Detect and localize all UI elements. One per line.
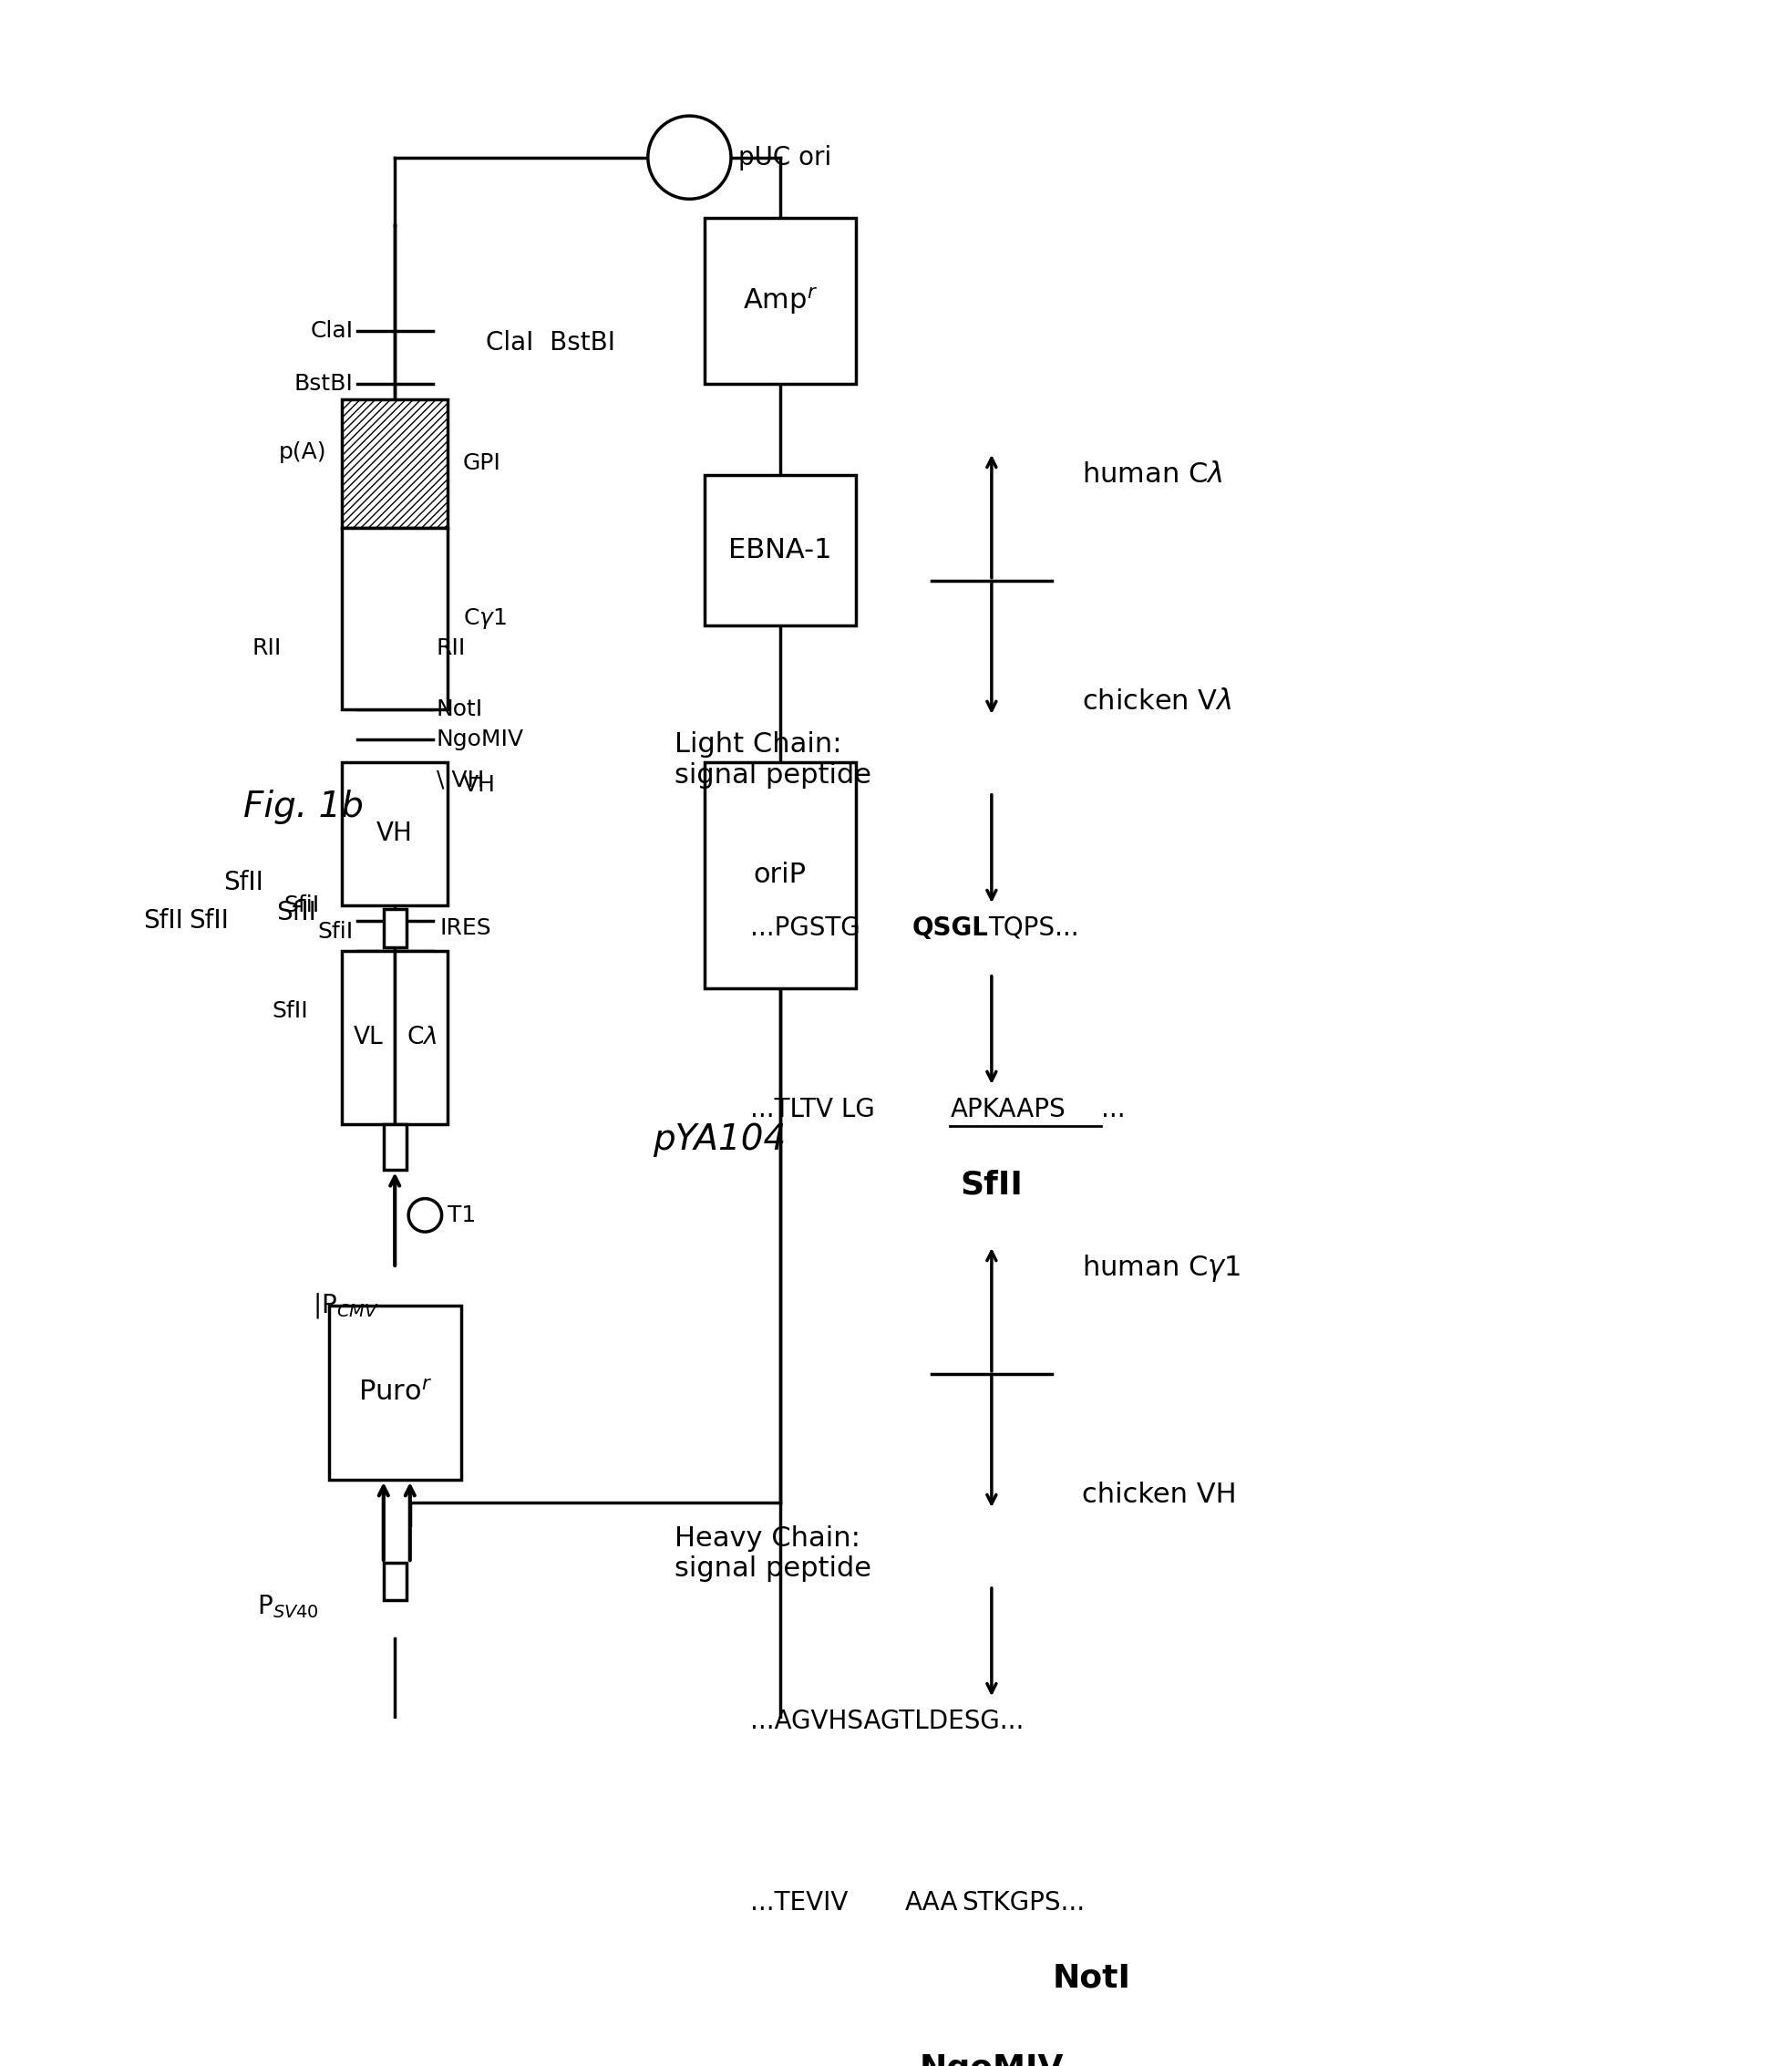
Text: SfiI: SfiI <box>317 921 353 942</box>
Text: p(A): p(A) <box>280 442 326 463</box>
Text: ClaI: ClaI <box>310 320 353 343</box>
Bar <box>383 1124 407 1169</box>
Text: ClaI  BstBI: ClaI BstBI <box>486 331 615 355</box>
Text: T1: T1 <box>448 1204 477 1225</box>
Text: SfII: SfII <box>272 1000 308 1023</box>
Text: VL: VL <box>353 1027 383 1050</box>
Text: SfiI: SfiI <box>283 895 319 917</box>
Text: C$\gamma$1: C$\gamma$1 <box>462 605 507 630</box>
Bar <box>383 909 407 946</box>
Text: chicken V$\lambda$: chicken V$\lambda$ <box>1082 688 1233 715</box>
Circle shape <box>649 116 731 198</box>
Text: Puro$^r$: Puro$^r$ <box>358 1380 432 1407</box>
Circle shape <box>409 1198 441 1231</box>
Text: |P$_{CMV}$: |P$_{CMV}$ <box>314 1291 380 1320</box>
Text: AAA: AAA <box>905 1890 959 1915</box>
Text: SfII: SfII <box>188 907 229 934</box>
Text: ...TEVIV: ...TEVIV <box>749 1890 848 1915</box>
Text: GPI: GPI <box>462 452 502 475</box>
Bar <box>330 1306 461 1479</box>
Bar <box>704 475 855 626</box>
Text: STKGPS...: STKGPS... <box>961 1890 1084 1915</box>
Bar <box>383 1562 407 1601</box>
Text: IRES: IRES <box>441 917 491 940</box>
Text: Heavy Chain:
signal peptide: Heavy Chain: signal peptide <box>674 1525 871 1583</box>
Text: chicken VH: chicken VH <box>1082 1481 1236 1508</box>
Text: NgoMIV: NgoMIV <box>437 729 523 750</box>
Text: Light Chain:
signal peptide: Light Chain: signal peptide <box>674 731 871 789</box>
Text: APKAAPS: APKAAPS <box>950 1097 1066 1122</box>
Bar <box>342 762 448 905</box>
Text: SfII: SfII <box>224 870 263 895</box>
Text: VH: VH <box>462 773 496 795</box>
Text: ...TLTV LG: ...TLTV LG <box>749 1097 874 1122</box>
Text: pYA104: pYA104 <box>652 1122 787 1157</box>
Text: ...AGVHSAGTLDESG...: ...AGVHSAGTLDESG... <box>749 1709 1023 1733</box>
Text: SfII: SfII <box>143 907 183 934</box>
Text: ...: ... <box>1100 1097 1125 1122</box>
Text: NotI: NotI <box>437 698 484 719</box>
Text: EBNA-1: EBNA-1 <box>728 537 831 564</box>
Text: SfII: SfII <box>276 901 317 926</box>
Text: VH: VH <box>376 820 412 847</box>
Text: P$_{SV40}$: P$_{SV40}$ <box>258 1593 319 1620</box>
Text: RII: RII <box>253 638 281 659</box>
Text: human C$\gamma$1: human C$\gamma$1 <box>1082 1252 1240 1283</box>
Bar <box>342 527 448 709</box>
Text: pUC ori: pUC ori <box>738 145 831 169</box>
Text: TQPS...: TQPS... <box>987 915 1079 940</box>
Text: NotI: NotI <box>1052 1963 1131 1994</box>
Text: oriP: oriP <box>754 862 806 888</box>
Bar <box>342 399 448 527</box>
Text: Amp$^r$: Amp$^r$ <box>742 285 817 316</box>
Text: RII: RII <box>437 638 466 659</box>
Text: SfII: SfII <box>961 1169 1023 1200</box>
Bar <box>394 950 448 1124</box>
Bar <box>704 217 855 384</box>
Text: BstBI: BstBI <box>294 374 353 395</box>
Text: ...PGSTG: ...PGSTG <box>749 915 860 940</box>
Text: human C$\lambda$: human C$\lambda$ <box>1082 461 1222 488</box>
Bar <box>704 762 855 988</box>
Text: C$\lambda$: C$\lambda$ <box>407 1027 437 1050</box>
Text: NgoMIV: NgoMIV <box>919 2054 1064 2066</box>
Text: QSGL: QSGL <box>912 915 989 940</box>
Text: Fig. 1b: Fig. 1b <box>244 789 364 824</box>
Text: \ VH: \ VH <box>437 769 484 791</box>
Bar <box>342 950 394 1124</box>
